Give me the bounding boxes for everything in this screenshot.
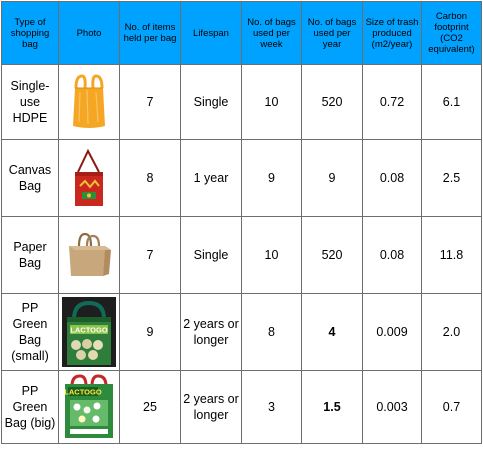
cell-items: 9 (119, 293, 181, 371)
cell-photo: LACTOGO (58, 293, 120, 371)
header-carbon: Carbon footprint (CO2 equivalent) (421, 1, 482, 65)
header-photo: Photo (58, 1, 120, 65)
cell-type: PP Green Bag (big) (1, 370, 59, 444)
header-items: No. of items held per bag (119, 1, 181, 65)
cell-carbon: 2.5 (421, 139, 482, 217)
cell-carbon: 6.1 (421, 64, 482, 140)
cell-trash: 0.009 (362, 293, 422, 371)
cell-lifespan: 1 year (180, 139, 242, 217)
header-row: Type of shopping bag Photo No. of items … (1, 1, 482, 65)
cell-photo (58, 64, 120, 140)
cell-per-week: 8 (241, 293, 302, 371)
header-per-week: No. of bags used per week (241, 1, 302, 65)
cell-items: 25 (119, 370, 181, 444)
cell-items: 8 (119, 139, 181, 217)
table-row: PP Green Bag (big) LACTOGO 25 (1, 370, 482, 444)
cell-per-year: 9 (301, 139, 363, 217)
cell-carbon: 2.0 (421, 293, 482, 371)
brown-paper-bag-icon (69, 232, 111, 276)
big-green-bag-icon: LACTOGO (64, 374, 113, 438)
cell-per-year: 520 (301, 64, 363, 140)
table-row: Single-use HDPE 7 Single 10 520 0.72 6.1 (1, 64, 482, 140)
cell-lifespan: 2 years or longer (180, 293, 242, 371)
cell-lifespan: 2 years or longer (180, 370, 242, 444)
header-type: Type of shopping bag (1, 1, 59, 65)
table-row: Canvas Bag 8 1 year 9 9 0.08 2.5 (1, 139, 482, 217)
cell-per-week: 3 (241, 370, 302, 444)
cell-per-year: 1.5 (301, 370, 363, 444)
cell-type: PP Green Bag (small) (1, 293, 59, 371)
cell-trash: 0.72 (362, 64, 422, 140)
cell-carbon: 0.7 (421, 370, 482, 444)
header-trash: Size of trash produced (m2/year) (362, 1, 422, 65)
cell-items: 7 (119, 216, 181, 294)
bag-logo-text: LACTOGO (64, 388, 102, 397)
cell-trash: 0.08 (362, 216, 422, 294)
header-per-year: No. of bags used per year (301, 1, 363, 65)
cell-photo (58, 216, 120, 294)
orange-plastic-bag-icon (73, 74, 105, 128)
cell-type: Paper Bag (1, 216, 59, 294)
cell-per-year: 4 (301, 293, 363, 371)
cell-per-week: 9 (241, 139, 302, 217)
cell-per-week: 10 (241, 64, 302, 140)
cell-lifespan: Single (180, 216, 242, 294)
cell-carbon: 11.8 (421, 216, 482, 294)
cell-per-year: 520 (301, 216, 363, 294)
cell-photo: LACTOGO (58, 370, 120, 444)
cell-items: 7 (119, 64, 181, 140)
cell-photo (58, 139, 120, 217)
table-row: Paper Bag 7 Single 10 520 0.08 11.8 (1, 216, 482, 294)
cell-type: Canvas Bag (1, 139, 59, 217)
bag-logo-text: LACTOGO (70, 326, 108, 335)
small-green-bag-icon: LACTOGO (62, 297, 116, 367)
bag-comparison-table: Type of shopping bag Photo No. of items … (1, 1, 482, 444)
cell-trash: 0.003 (362, 370, 422, 444)
cell-type: Single-use HDPE (1, 64, 59, 140)
red-canvas-bag-icon (75, 148, 103, 206)
cell-lifespan: Single (180, 64, 242, 140)
cell-per-week: 10 (241, 216, 302, 294)
table-row: PP Green Bag (small) LACTOGO 9 2 yea (1, 293, 482, 371)
header-lifespan: Lifespan (180, 1, 242, 65)
cell-trash: 0.08 (362, 139, 422, 217)
